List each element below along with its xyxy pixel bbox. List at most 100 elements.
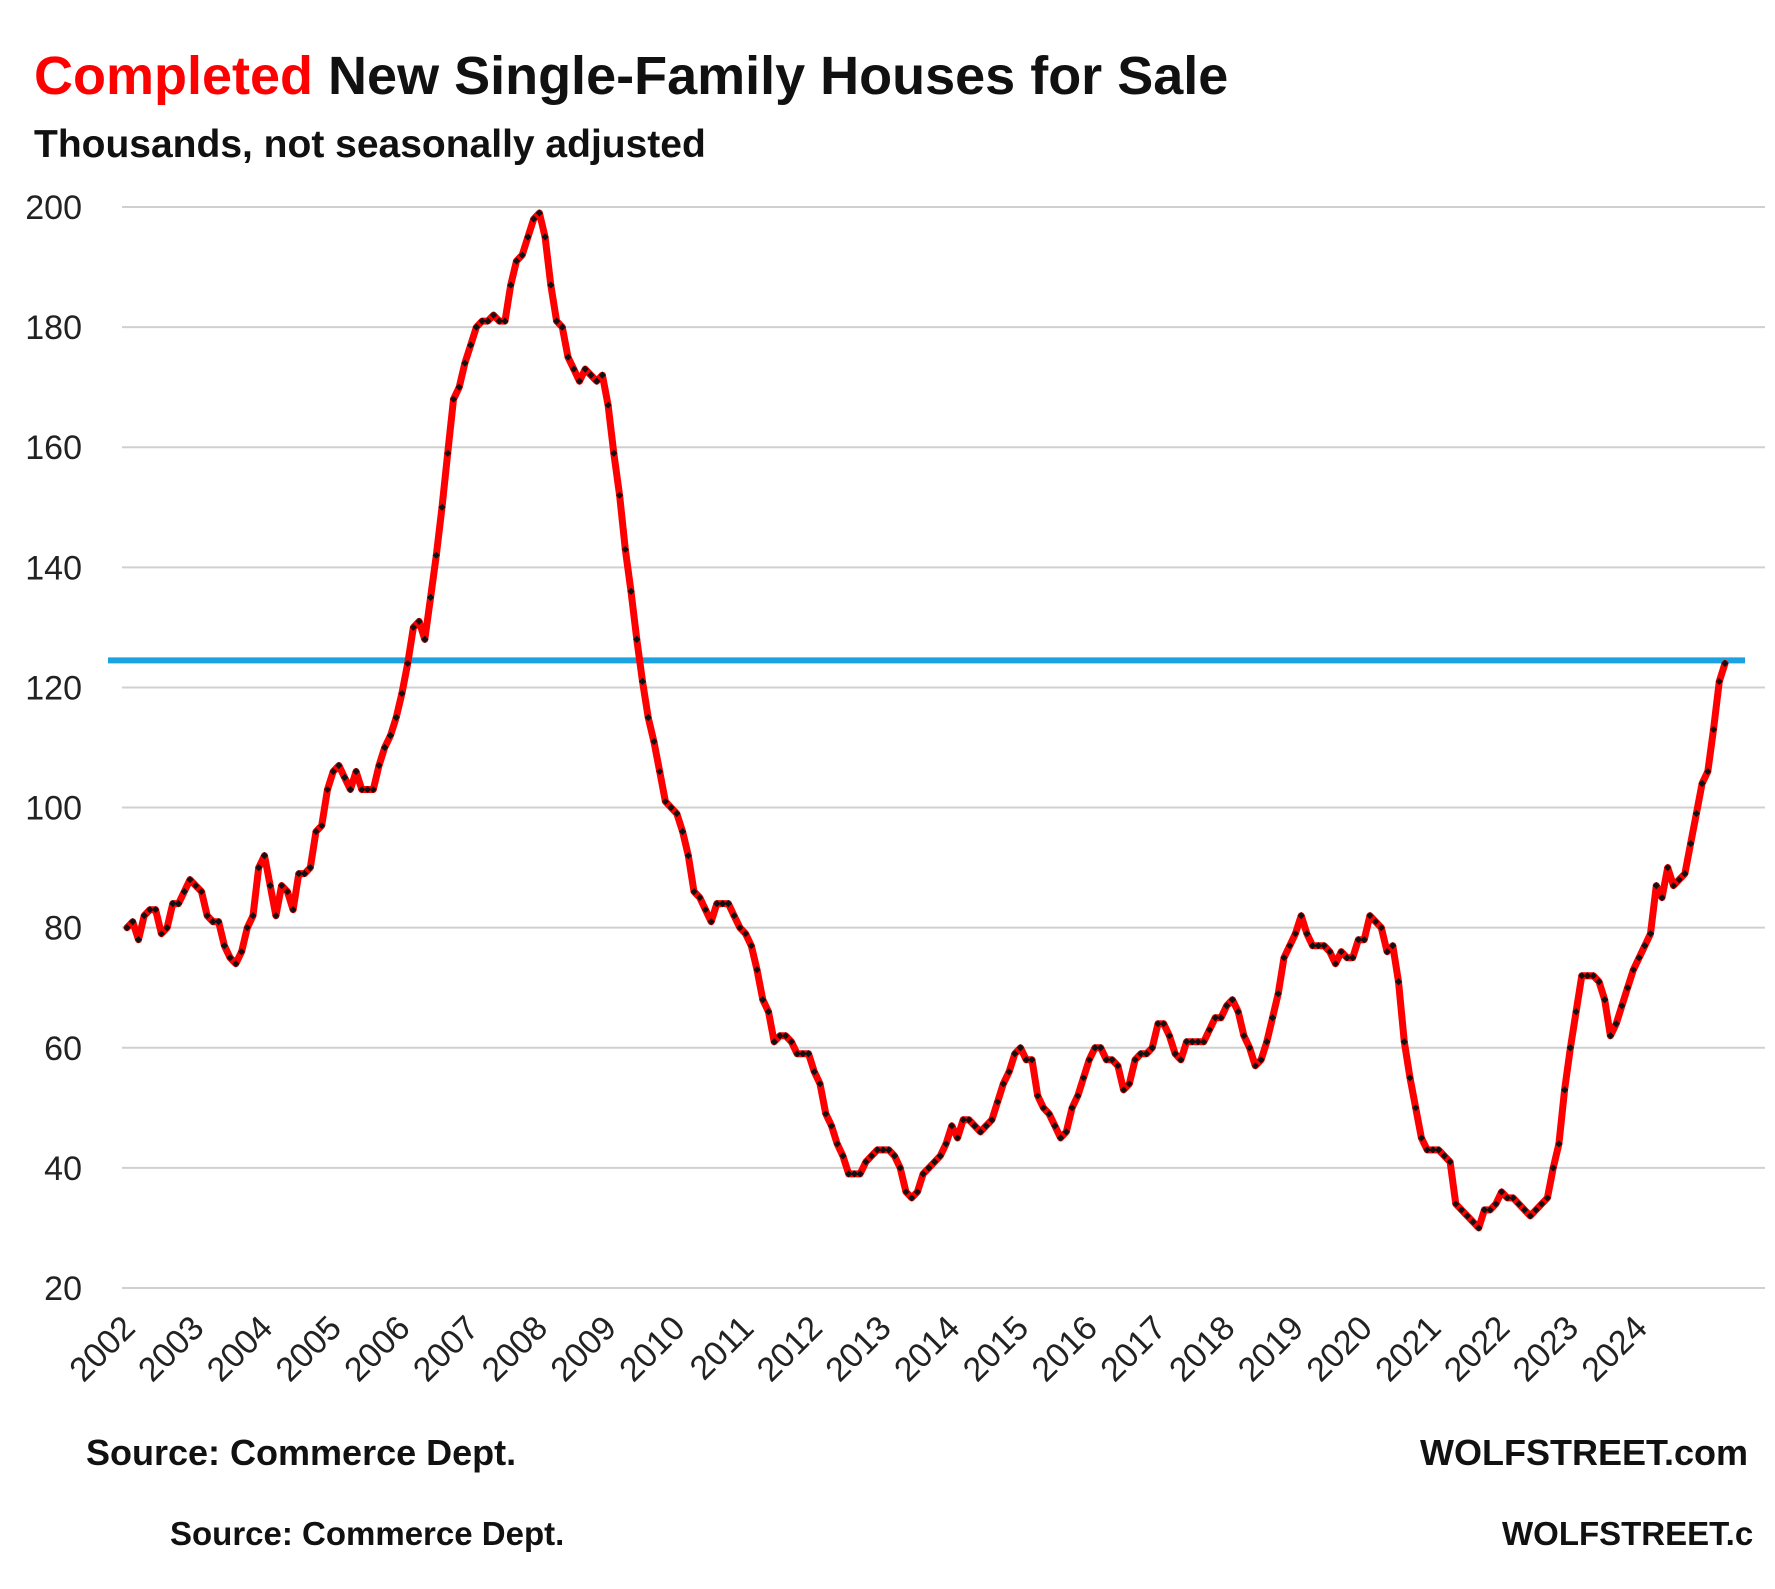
data-point <box>873 1146 881 1154</box>
data-point <box>1251 1062 1259 1070</box>
data-point <box>633 635 641 643</box>
data-point <box>1538 1200 1546 1208</box>
data-point <box>1669 882 1678 890</box>
data-point <box>524 233 532 241</box>
data-point <box>1503 1194 1511 1202</box>
data-point <box>1177 1056 1185 1064</box>
data-point <box>615 491 624 499</box>
data-point <box>547 281 555 289</box>
data-point <box>1583 972 1592 980</box>
series-group <box>123 209 1729 1232</box>
data-point <box>266 882 274 890</box>
data-point <box>467 341 475 349</box>
brand-label: WOLFSTREET.com <box>1420 1432 1748 1473</box>
data-point <box>650 737 658 746</box>
data-point <box>856 1170 864 1178</box>
data-point <box>134 936 143 944</box>
data-point <box>627 587 635 595</box>
data-point <box>1360 936 1368 944</box>
data-point <box>793 1050 801 1058</box>
data-point <box>919 1170 927 1178</box>
data-point <box>741 930 750 938</box>
y-tick-label-140: 140 <box>25 549 82 587</box>
data-point <box>1446 1158 1454 1166</box>
data-point <box>1412 1104 1420 1112</box>
data-point <box>1498 1188 1506 1196</box>
data-point <box>804 1050 813 1058</box>
data-point <box>1102 1056 1111 1064</box>
data-point <box>1612 1020 1620 1028</box>
x-tick-label-2004: 2004 <box>200 1309 280 1389</box>
x-tick-label-2021: 2021 <box>1368 1309 1448 1389</box>
data-point <box>747 942 755 950</box>
data-point <box>449 395 458 403</box>
data-point <box>484 317 492 325</box>
y-tick-label-160: 160 <box>25 429 82 467</box>
data-point <box>1045 1110 1053 1118</box>
x-tick-label-2013: 2013 <box>818 1309 898 1389</box>
x-tick-label-2017: 2017 <box>1093 1309 1173 1389</box>
x-tick-label-2024: 2024 <box>1574 1309 1654 1389</box>
data-point <box>1085 1056 1093 1064</box>
data-point <box>1440 1152 1448 1160</box>
data-point <box>959 1116 967 1124</box>
data-point <box>1675 876 1683 884</box>
data-point <box>1246 1044 1254 1052</box>
data-point <box>976 1128 985 1136</box>
data-point <box>1056 1134 1065 1142</box>
y-tick-label-40: 40 <box>44 1150 82 1188</box>
data-point <box>398 689 406 698</box>
data-point <box>1646 930 1655 938</box>
data-point <box>323 785 332 794</box>
data-point <box>1280 954 1288 962</box>
y-tick-label-100: 100 <box>25 790 82 828</box>
data-point <box>146 906 154 914</box>
source-note-duplicate: Source: Commerce Dept. <box>170 1515 564 1552</box>
data-point <box>1131 1056 1139 1064</box>
data-point <box>1406 1074 1414 1082</box>
data-point <box>1589 972 1597 980</box>
data-point <box>1629 966 1637 974</box>
data-point <box>140 912 148 920</box>
data-point <box>673 809 681 818</box>
data-point <box>1366 912 1374 920</box>
data-point <box>1549 1164 1557 1172</box>
data-point <box>1595 978 1603 986</box>
data-point <box>764 1008 773 1016</box>
y-tick-label-120: 120 <box>25 669 82 707</box>
data-point <box>656 767 664 776</box>
data-point <box>1137 1050 1145 1058</box>
x-tick-label-2007: 2007 <box>406 1309 486 1389</box>
data-point <box>461 359 469 367</box>
data-point <box>312 827 320 836</box>
data-point <box>1486 1206 1494 1214</box>
data-point <box>426 593 435 601</box>
data-point <box>1108 1056 1116 1064</box>
data-point <box>1389 942 1397 950</box>
data-point <box>260 852 269 860</box>
brand-label-duplicate: WOLFSTREET.c <box>1502 1515 1753 1552</box>
data-point <box>575 377 584 385</box>
data-point <box>1297 912 1305 920</box>
x-tick-label-2002: 2002 <box>62 1309 142 1389</box>
data-point <box>335 761 343 770</box>
chart-title-rest: New Single-Family Houses for Sale <box>313 46 1228 106</box>
x-tick-label-2009: 2009 <box>543 1309 623 1389</box>
data-point <box>833 1140 841 1148</box>
data-point <box>157 930 165 938</box>
data-point <box>707 918 715 926</box>
data-point <box>753 966 761 974</box>
data-point <box>1681 870 1689 878</box>
data-point <box>1257 1056 1265 1064</box>
data-point <box>1148 1044 1156 1052</box>
data-point <box>1578 972 1586 980</box>
data-point <box>1120 1086 1128 1094</box>
data-point <box>879 1146 887 1154</box>
data-point <box>845 1170 853 1178</box>
data-point <box>982 1122 990 1130</box>
data-point <box>1429 1146 1437 1154</box>
data-point <box>444 449 452 457</box>
data-point <box>1240 1032 1248 1040</box>
data-point <box>930 1158 939 1166</box>
